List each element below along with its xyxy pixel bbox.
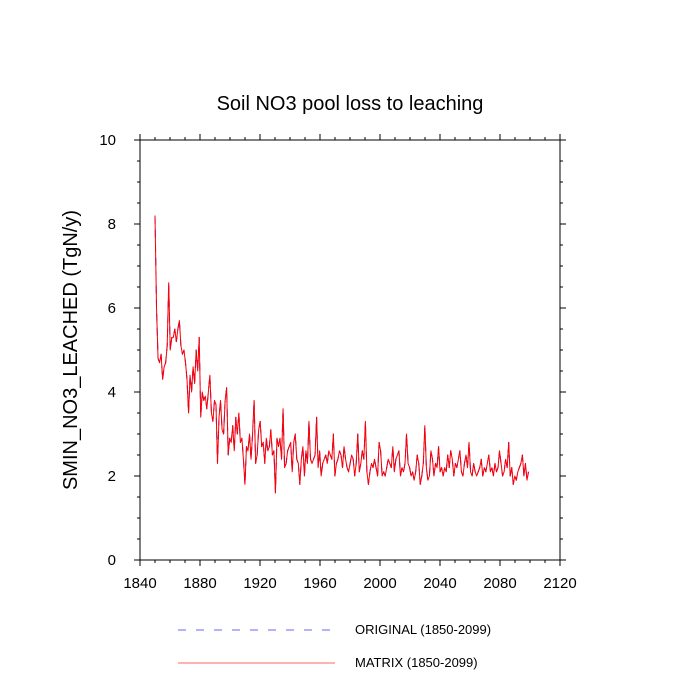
- series-line-matrix: [154, 215, 529, 494]
- y-tick-label: 6: [108, 300, 116, 317]
- y-tick-label: 8: [108, 216, 116, 233]
- y-tick-label: 0: [108, 552, 116, 569]
- y-tick-label: 2: [108, 468, 116, 485]
- x-tick-label: 2120: [543, 575, 576, 592]
- y-axis-label: SMIN_NO3_LEACHED (TgN/y): [60, 210, 82, 490]
- axis-ticks: 1840 1880 1920 1960 2000 2040 2080 2120 0 2 4 6 8 10: [99, 132, 576, 592]
- x-tick-label: 2000: [363, 575, 396, 592]
- plot-frame: [139, 139, 561, 561]
- y-tick-label: 10: [99, 132, 116, 149]
- y-tick-label: 4: [108, 384, 116, 401]
- series-layer: [154, 215, 529, 494]
- chart-title: Soil NO3 pool loss to leaching: [217, 93, 484, 115]
- x-tick-label: 1840: [123, 575, 156, 592]
- x-tick-label: 1920: [243, 575, 276, 592]
- x-tick-label: 2080: [483, 575, 516, 592]
- legend-label-original: ORIGINAL (1850-2099): [355, 622, 491, 637]
- legend-label-matrix: MATRIX (1850-2099): [355, 655, 478, 670]
- x-tick-label: 1960: [303, 575, 336, 592]
- legend: ORIGINAL (1850-2099) MATRIX (1850-2099): [178, 622, 491, 670]
- series-line-original: [154, 215, 529, 494]
- x-tick-label: 2040: [423, 575, 456, 592]
- x-tick-label: 1880: [183, 575, 216, 592]
